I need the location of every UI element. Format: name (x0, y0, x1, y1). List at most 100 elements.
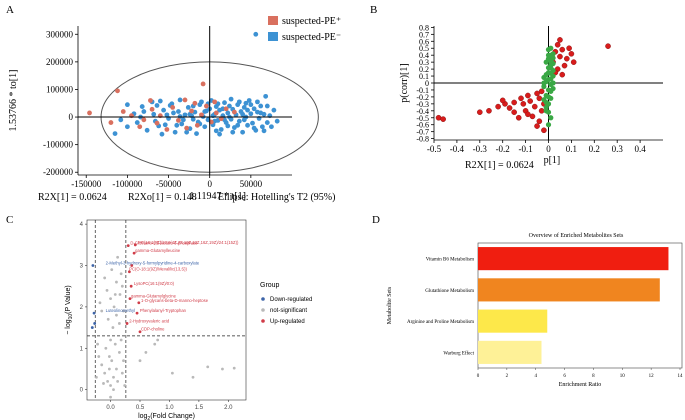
y-tick-label: 0.1 (419, 72, 429, 81)
data-point (139, 104, 145, 109)
data-point (112, 388, 115, 392)
data-point (251, 106, 257, 112)
data-point (174, 122, 180, 128)
data-point (245, 107, 250, 113)
x-axis-label: Enrichment Ratio (559, 382, 602, 388)
data-point (269, 124, 274, 130)
footer-r2x: R2X[1] = 0.0624 (465, 160, 534, 171)
y-tick-label: -0.3 (416, 100, 429, 109)
data-point (271, 107, 277, 113)
x-tick-label: 12 (649, 374, 655, 379)
volcano-plot: 0.0 0.5 1.0 1.5 2.0 0 1 2 3 4 2-Methyl-3-hydroxy-… (65, 219, 312, 420)
y-tick-label: -0.5 (416, 114, 429, 123)
y-tick-label: -0.2 (416, 93, 429, 102)
data-point (154, 120, 160, 126)
data-point (109, 297, 112, 301)
data-point (476, 109, 483, 115)
data-point (180, 117, 186, 123)
y-axis-label: − log10(P Value) (65, 285, 74, 334)
data-point (263, 93, 269, 99)
data-point (113, 293, 117, 296)
x-axis-label: log2(Fold Change) (138, 413, 195, 420)
data-point (109, 384, 112, 387)
data-point (119, 338, 123, 342)
panel-label-a: A (6, 4, 14, 16)
legend: Group Down-regulated not-significant Up-… (260, 282, 312, 325)
x-tick-label: 1.0 (165, 405, 174, 411)
x-tick-label: -0.2 (496, 144, 510, 154)
data-point (164, 112, 170, 118)
y-tick-label: 0.7 (419, 30, 429, 39)
data-point (161, 107, 167, 113)
metabolite-label: PC(O-18:1(9Z)/Mevalilic(13,S)) (129, 267, 187, 272)
data-point (223, 106, 229, 112)
data-point (529, 113, 536, 120)
data-point (171, 110, 176, 116)
data-point (92, 311, 96, 315)
data-point (550, 55, 556, 61)
data-point (545, 76, 552, 83)
enrichment-bar (478, 278, 660, 302)
data-point (112, 305, 116, 309)
data-point (184, 125, 190, 131)
data-point (199, 99, 204, 105)
metabolite-label: D-Gluthano-1,5-lactam-6-phosphate (130, 241, 198, 246)
data-point (568, 51, 575, 57)
data-point (548, 70, 554, 76)
data-point (499, 97, 506, 104)
y-tick-label: 100000 (46, 84, 74, 94)
y-axis-label: 1.53766 * to[1] (8, 70, 19, 132)
x-tick-label: 1.5 (195, 405, 204, 411)
metabolite-label: Luteolinomethyl (106, 308, 135, 313)
data-point (227, 103, 232, 109)
data-point (154, 103, 160, 108)
data-point (164, 127, 170, 132)
data-point (115, 367, 118, 371)
data-point (117, 322, 121, 325)
data-point (213, 110, 219, 116)
y-tick-label: 0 (425, 79, 429, 88)
data-point (182, 112, 188, 118)
data-point (157, 98, 163, 104)
x-tick-label: -100000 (112, 179, 142, 189)
data-point (118, 117, 124, 123)
data-point (511, 109, 517, 115)
data-point (548, 115, 554, 121)
chart-title: Overview of Enriched Metabolites Sets (529, 232, 624, 239)
data-point (98, 301, 102, 305)
x-tick-label: 50000 (240, 179, 263, 189)
data-point (179, 121, 185, 127)
data-point (231, 109, 237, 115)
data-point (545, 52, 552, 58)
data-point (200, 81, 206, 87)
panel-a: -150000 -100000 -50000 0 50000 -200000 -100000… (0, 0, 345, 205)
x-tick-label: 0 (207, 179, 212, 189)
data-point (236, 118, 242, 124)
data-point (440, 116, 446, 122)
data-point (104, 346, 108, 350)
legend-label-pe-minus: suspected-PE⁻ (282, 32, 341, 43)
data-point (248, 102, 254, 108)
data-point (177, 114, 183, 119)
x-tick-label: 0.0 (106, 405, 115, 411)
metabolite-label: CDP-choline (141, 327, 165, 332)
data-point (110, 359, 114, 363)
data-point (557, 53, 563, 60)
y-tick-label: 1 (80, 346, 84, 352)
data-point (548, 45, 554, 51)
data-point (225, 110, 231, 116)
y-tick-label: 0.2 (419, 65, 429, 74)
data-point (128, 297, 132, 301)
data-point (220, 106, 226, 112)
data-point (251, 125, 257, 131)
y-tick-label: 2 (80, 305, 84, 311)
x-tick-label: -0.1 (518, 144, 532, 154)
plot-area (86, 219, 247, 401)
data-point (156, 338, 160, 342)
data-point (548, 62, 554, 68)
panel-c: 0.0 0.5 1.0 1.5 2.0 0 1 2 3 4 2-Methyl-3-hydroxy-… (0, 210, 345, 420)
data-point (115, 88, 120, 94)
data-point (103, 371, 107, 375)
x-tick-label: -0.5 (427, 144, 442, 154)
data-point (100, 309, 104, 313)
